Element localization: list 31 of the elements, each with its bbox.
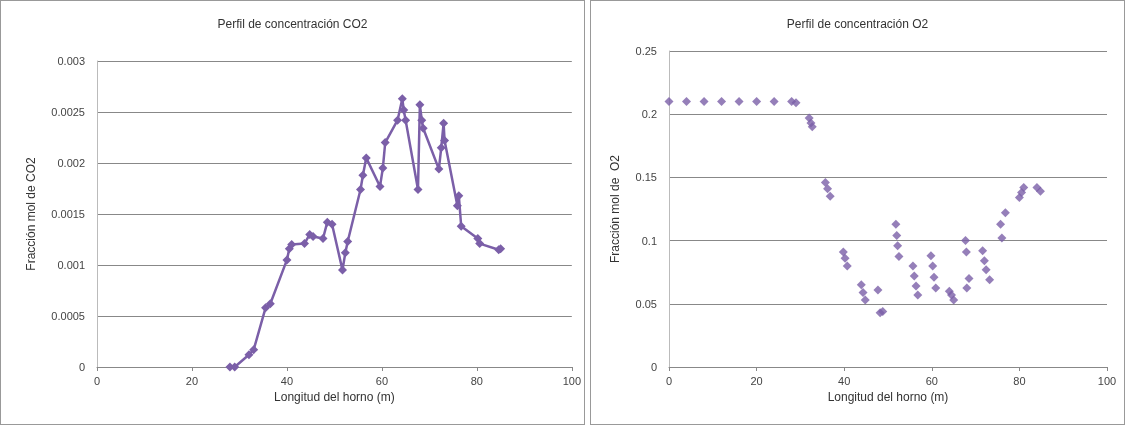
y-tick-label: 0: [650, 361, 657, 373]
x-tick-label: 40: [280, 374, 294, 387]
y-tick-label: 0.0005: [51, 310, 85, 322]
x-tick-label: 60: [375, 374, 389, 387]
x-tick-label: 0: [93, 374, 101, 387]
x-tick-label: 100: [1097, 374, 1117, 387]
x-tick-label: 80: [1013, 374, 1026, 387]
chart-title: Perfil de concentración CO2: [217, 17, 368, 31]
y-tick-label: 0.2: [641, 108, 657, 121]
y-tick-label: 0.002: [57, 157, 85, 169]
y-tick-label: 0: [78, 361, 85, 373]
x-tick-label: 100: [562, 374, 581, 387]
x-axis-title: Longitud del horno (m): [274, 389, 395, 404]
y-tick-label: 0.001: [57, 259, 85, 271]
y-tick-label: 0.25: [635, 45, 657, 57]
y-tick-label: 0.05: [635, 297, 657, 310]
y-axis-title: Fracción mol de O2: [608, 154, 622, 264]
y-tick-label: 0.003: [57, 55, 85, 67]
chart-title: Perfil de concentración O2: [786, 17, 929, 31]
x-tick-label: 40: [838, 374, 851, 387]
y-tick-label: 0.0015: [51, 208, 85, 220]
x-tick-label: 20: [185, 374, 199, 387]
y-tick-label: 0.15: [635, 171, 657, 184]
x-tick-label: 60: [925, 374, 938, 387]
x-tick-label: 20: [750, 374, 763, 387]
x-tick-label: 0: [665, 374, 673, 387]
y-tick-label: 0.1: [641, 234, 657, 247]
y-axis-title: Fracción mol de CO2: [24, 156, 38, 271]
x-tick-label: 80: [470, 374, 483, 387]
y-tick-label: 0.0025: [51, 106, 85, 118]
x-axis-title: Longitud del horno (m): [827, 389, 949, 404]
